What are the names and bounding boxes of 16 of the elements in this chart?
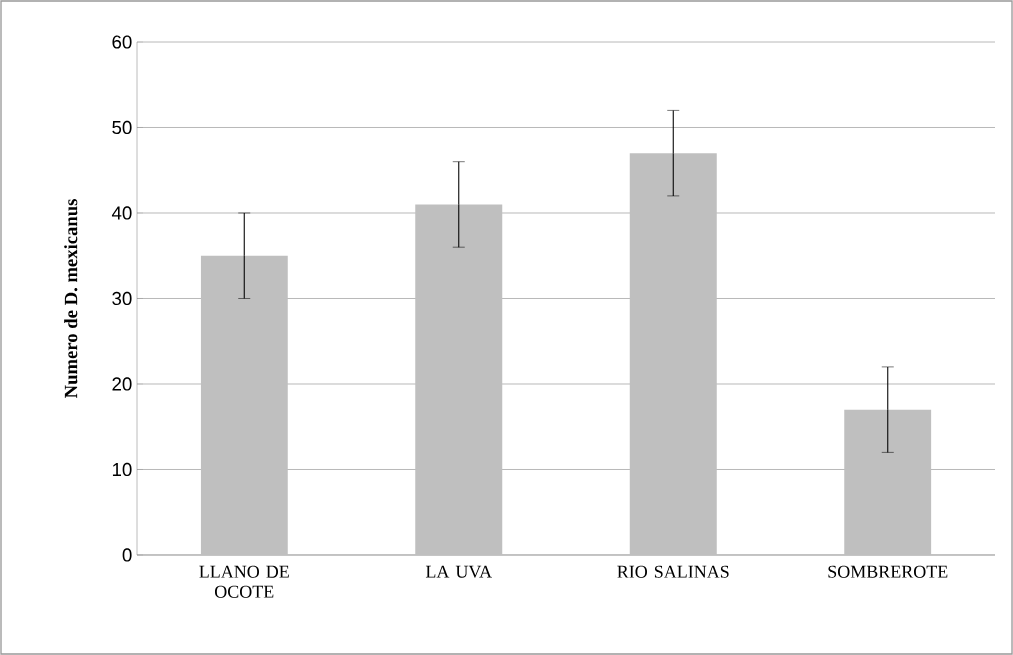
x-tick-label: RIO SALINAS (617, 565, 729, 578)
y-tick-label: 30 (112, 291, 132, 306)
bar (415, 204, 503, 555)
x-tick-label: LA UVA (425, 565, 492, 578)
x-tick-label: LLANO DE OCOTE (199, 565, 289, 598)
y-tick-label: 0 (122, 548, 132, 562)
y-tick-label: 60 (112, 35, 132, 49)
y-axis-title: Numero de D. mexicanus (64, 199, 78, 399)
y-tick-label: 10 (112, 462, 132, 477)
bar (200, 255, 288, 555)
y-tick-label: 50 (112, 120, 132, 135)
bar (629, 153, 717, 555)
x-tick-label: SOMBREROTE (828, 565, 948, 578)
y-tick-label: 20 (112, 377, 132, 391)
y-tick-label: 40 (111, 206, 132, 220)
bar (844, 409, 932, 555)
